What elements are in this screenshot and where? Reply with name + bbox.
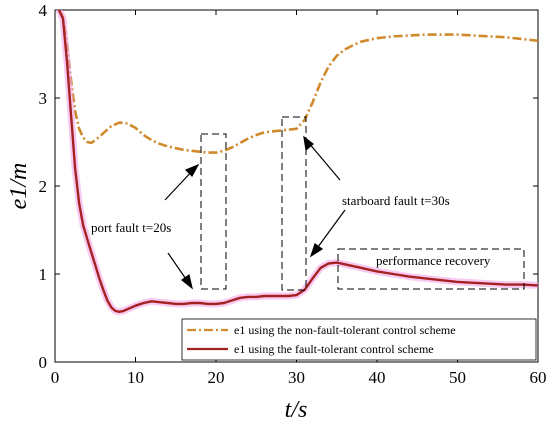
legend-label-non-fault-tolerant: e1 using the non-fault-tolerant control … [234, 323, 456, 337]
x-tick-label: 20 [208, 368, 225, 387]
arrow-starboard-lower [314, 209, 346, 252]
y-tick-label: 1 [39, 265, 48, 284]
arrow-port-lower [167, 252, 189, 283]
legend-box [181, 318, 537, 361]
x-tick-label: 50 [449, 368, 466, 387]
arrowhead-starboard-lower [309, 243, 324, 258]
performance-recovery-box [337, 248, 525, 290]
arrowhead-starboard-upper [303, 135, 314, 152]
x-tick-label: 60 [530, 368, 547, 387]
annotation-arrows [164, 135, 346, 290]
arrowhead-port-upper [184, 163, 200, 177]
y-tick-label: 0 [39, 353, 48, 372]
annotation-port-fault: port fault t=20s [91, 220, 171, 235]
legend-label-fault-tolerant: e1 using the fault-tolerant control sche… [234, 342, 434, 356]
annotation-boxes [200, 116, 525, 291]
y-tick-label: 2 [39, 177, 48, 196]
x-axis-ticks: 0 10 20 30 40 50 60 [51, 10, 547, 387]
x-tick-label: 0 [51, 368, 60, 387]
x-tick-label: 10 [127, 368, 144, 387]
arrow-port-upper [164, 168, 195, 201]
y-tick-label: 4 [39, 1, 48, 20]
series-line-non-fault-tolerant [57, 10, 538, 154]
starboard-fault-box [281, 116, 307, 291]
y-tick-label: 3 [39, 89, 48, 108]
annotation-performance-recovery: performance recovery [376, 253, 491, 268]
series-layer [55, 10, 538, 316]
arrowhead-port-lower [181, 273, 193, 290]
annotation-starboard-fault: starboard fault t=30s [342, 193, 450, 208]
x-axis-label: t/s [285, 397, 308, 423]
port-fault-box [200, 133, 227, 290]
legend: e1 using the non-fault-tolerant control … [181, 318, 537, 361]
x-tick-label: 30 [288, 368, 305, 387]
y-axis-label: e1/m [6, 163, 32, 210]
x-tick-label: 40 [369, 368, 386, 387]
series-line-fault-tolerant [57, 10, 538, 313]
arrow-starboard-upper [307, 141, 341, 181]
